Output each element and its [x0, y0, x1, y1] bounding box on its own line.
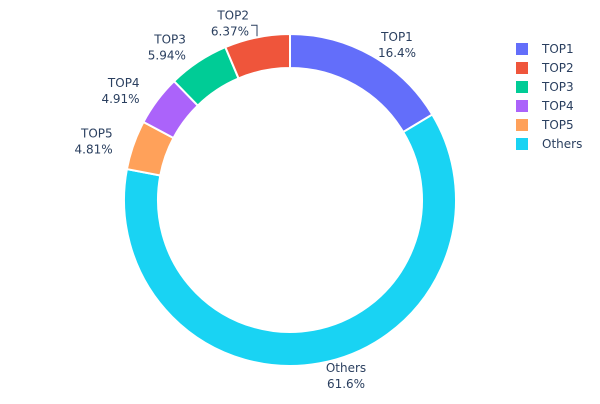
legend-swatch [516, 138, 528, 150]
legend-item-top4[interactable]: TOP4 [516, 99, 574, 113]
legend-item-top2[interactable]: TOP2 [516, 61, 574, 75]
legend-swatch [516, 100, 528, 112]
slice-label-top2: TOP2 6.37% [211, 8, 249, 38]
legend-label: TOP5 [541, 118, 574, 132]
slice-label-top3: TOP3 5.94% [148, 32, 186, 62]
legend-label: TOP2 [541, 61, 574, 75]
legend-label: Others [542, 137, 582, 151]
legend-swatch [516, 62, 528, 74]
slice-label-top1: TOP1 16.4% [378, 30, 416, 60]
slice-label-top4: TOP4 4.91% [101, 76, 139, 106]
legend-swatch [516, 119, 528, 131]
legend: TOP1 TOP2 TOP3 TOP4 TOP5 Others [516, 42, 582, 151]
slice-label-others: Others 61.6% [326, 361, 366, 391]
slice-top2[interactable] [224, 32, 291, 80]
slices [123, 32, 457, 367]
legend-item-others[interactable]: Others [516, 137, 582, 151]
legend-swatch [516, 43, 528, 55]
legend-item-top3[interactable]: TOP3 [516, 80, 574, 94]
leader-line-top2 [251, 24, 258, 37]
legend-swatch [516, 81, 528, 93]
legend-label: TOP3 [541, 80, 574, 94]
legend-label: TOP1 [541, 42, 574, 56]
slice-label-top5: TOP5 4.81% [75, 127, 113, 157]
slice-labels: TOP1 16.4% Others 61.6% TOP5 4.81% TOP4 4.91% TO… [75, 8, 417, 391]
legend-item-top5[interactable]: TOP5 [516, 118, 574, 132]
legend-item-top1[interactable]: TOP1 [516, 42, 574, 56]
slice-others[interactable] [123, 113, 457, 367]
legend-label: TOP4 [541, 99, 574, 113]
